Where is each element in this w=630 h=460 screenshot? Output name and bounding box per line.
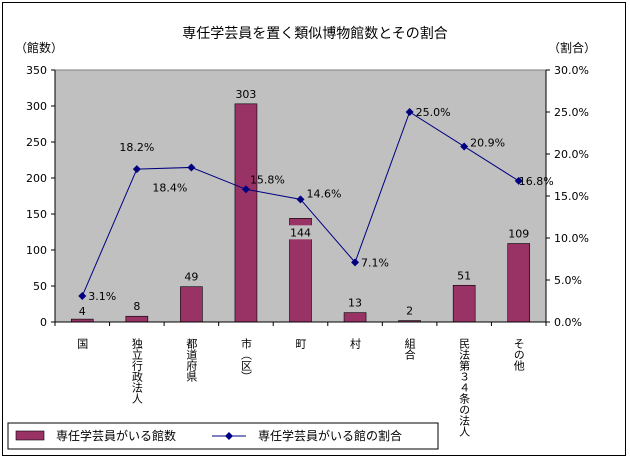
legend-line-marker	[225, 432, 233, 440]
bar	[343, 312, 367, 323]
line-point	[187, 163, 196, 172]
x-category-label: 国	[76, 338, 89, 350]
left-tick-label: 100	[26, 244, 47, 257]
x-category-label: 都道府県	[185, 338, 198, 383]
bar-value-label-bg	[287, 225, 314, 240]
x-category-label: 組合	[403, 338, 416, 360]
line-point	[460, 142, 469, 151]
x-category-label: 独立行政法人	[130, 338, 143, 404]
x-category-label: 市（区）	[239, 337, 252, 382]
left-tick-label: 50	[33, 280, 47, 293]
line-point	[405, 108, 414, 116]
right-tick-label: 20.0%	[554, 148, 589, 161]
bar	[180, 286, 203, 323]
line-point	[241, 185, 250, 194]
right-tick-label: 10.0%	[554, 232, 589, 245]
left-tick-label: 200	[26, 172, 47, 185]
line-value-label: 7.1%	[361, 256, 389, 269]
bar-value-label: 2	[406, 305, 413, 318]
legend-box	[7, 422, 439, 450]
left-tick-label: 300	[26, 100, 47, 113]
bar-value-label: 49	[184, 271, 198, 284]
right-tick-label: 0.0%	[554, 316, 582, 329]
line-point	[351, 258, 360, 267]
x-category-label: その他	[512, 338, 525, 371]
bar-value-label: 8	[133, 300, 140, 313]
legend-line-label: 専任学芸員がいる館の割合	[258, 428, 402, 443]
line-value-label: 15.8%	[250, 173, 285, 186]
right-axis-title: （割合）	[548, 40, 596, 55]
legend-bar-swatch	[15, 430, 45, 441]
bar	[452, 284, 476, 323]
legend-bar-label: 専任学芸員がいる館数	[56, 428, 176, 443]
bar-value-label: 4	[79, 305, 86, 318]
left-axis-title: （館数）	[15, 40, 63, 55]
left-tick-label: 350	[26, 64, 47, 77]
chart-title: 専任学芸員を置く類似博物館数とその割合	[182, 25, 448, 42]
line-point	[132, 165, 141, 174]
bar-value-label: 144	[290, 226, 311, 239]
bar-value-label: 13	[348, 297, 362, 310]
line-value-label: 20.9%	[470, 136, 505, 149]
right-tick-label: 15.0%	[554, 190, 589, 203]
bar-value-label: 303	[235, 88, 256, 101]
left-tick-label: 150	[26, 208, 47, 221]
x-category-label: 村	[349, 337, 362, 349]
x-category-label: 町	[294, 338, 307, 349]
bar-value-label: 109	[508, 228, 529, 241]
x-category-label: 民法第３４条の法人	[458, 338, 471, 437]
right-tick-label: 30.0%	[554, 64, 589, 77]
right-tick-label: 5.0%	[554, 274, 582, 287]
bar	[507, 243, 531, 323]
left-tick-label: 250	[26, 136, 47, 149]
line-point	[296, 195, 305, 204]
bar	[234, 103, 258, 323]
line-value-label: 18.2%	[119, 141, 154, 154]
line-value-label: 16.8%	[519, 175, 554, 188]
line-value-label: 14.6%	[307, 187, 342, 200]
line-point	[78, 291, 87, 300]
right-tick-label: 25.0%	[554, 106, 589, 119]
line-value-label: 18.4%	[152, 181, 187, 194]
bar-value-label: 51	[457, 269, 471, 282]
bar	[125, 315, 149, 323]
line-value-label: 3.1%	[88, 290, 116, 303]
line-point	[514, 176, 523, 185]
left-tick-label: 0	[40, 316, 47, 329]
line-value-label: 25.0%	[416, 106, 451, 119]
